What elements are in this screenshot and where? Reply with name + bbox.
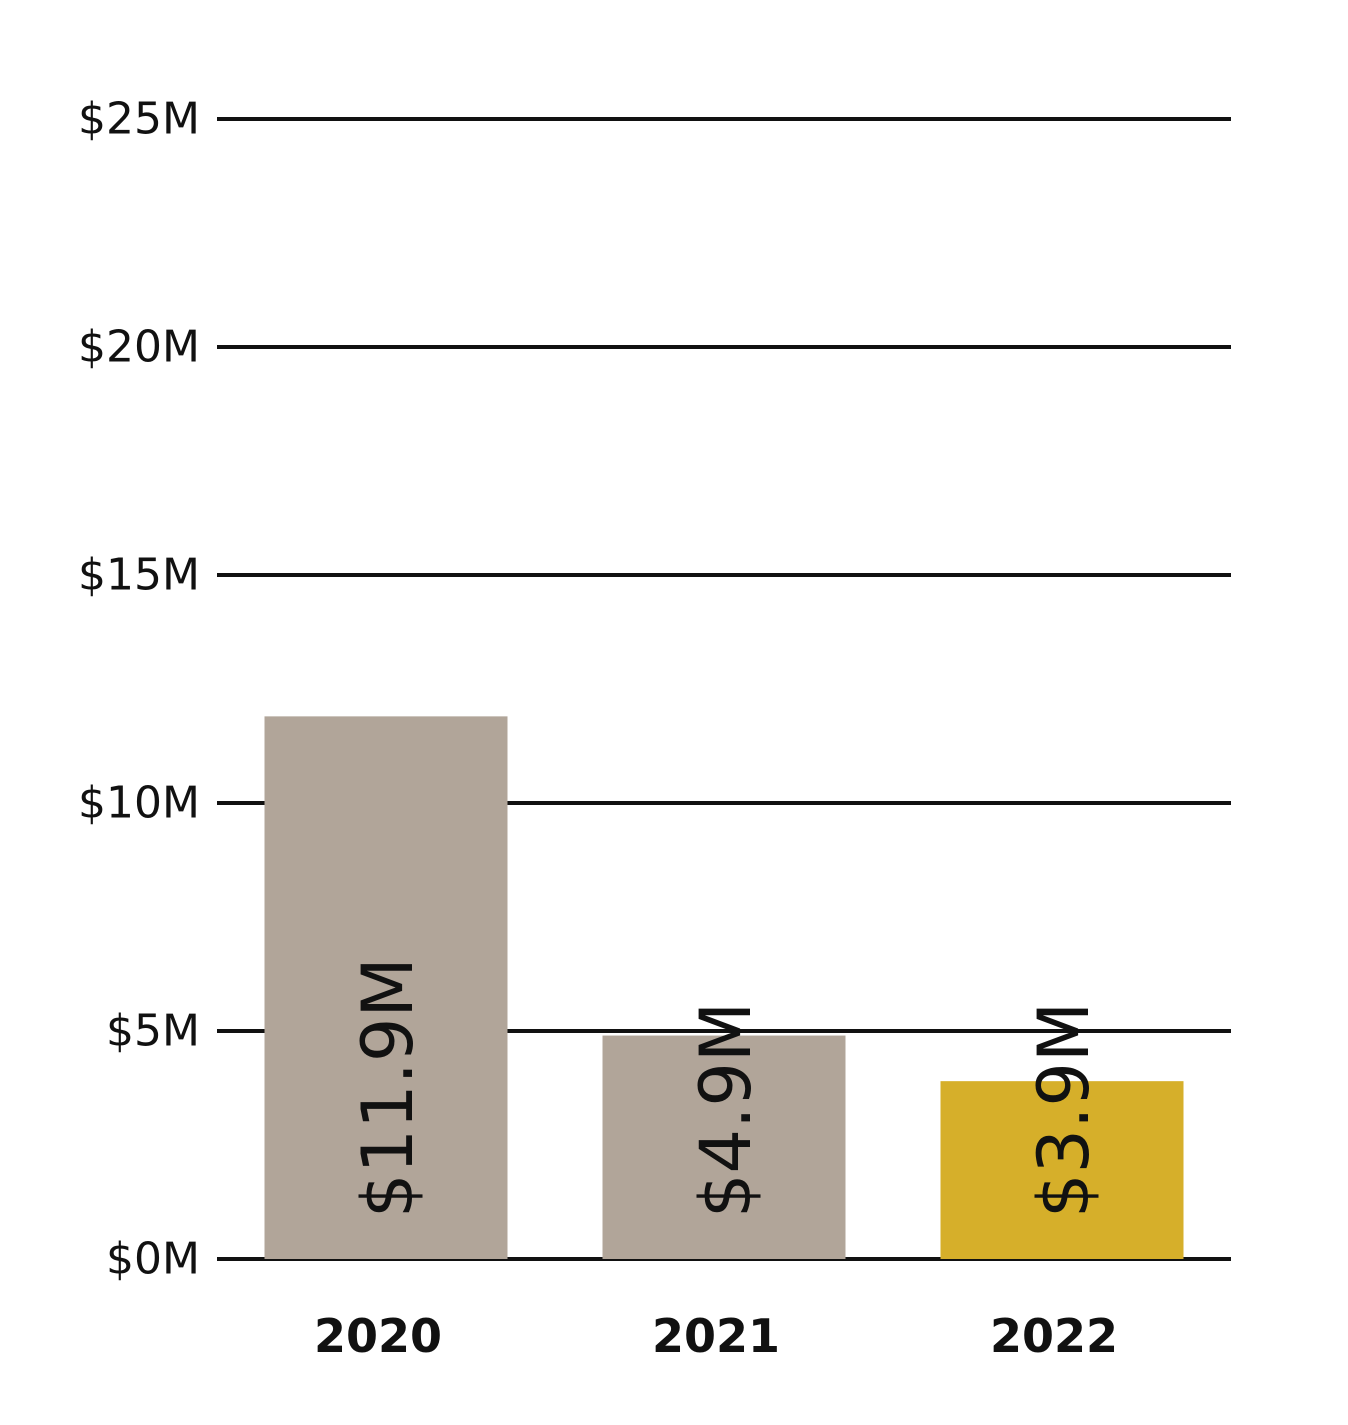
bar-2021 xyxy=(602,1035,846,1259)
data-label-2021: $4.9M xyxy=(685,1002,767,1218)
y-tick-label: $10M xyxy=(78,778,200,829)
x-tick-label: 2022 xyxy=(990,1309,1118,1363)
bar-2022 xyxy=(940,1081,1184,1259)
y-tick-label: $0M xyxy=(106,1234,200,1285)
y-tick-label: $25M xyxy=(78,94,200,145)
bar-2020 xyxy=(264,716,508,1259)
y-tick-label: $5M xyxy=(106,1006,200,1057)
data-label-2022: $3.9M xyxy=(1023,1002,1105,1218)
y-tick-label: $15M xyxy=(78,550,200,601)
y-tick-label: $20M xyxy=(78,322,200,373)
data-label-2020: $11.9M xyxy=(347,957,429,1218)
x-tick-label: 2021 xyxy=(652,1309,780,1363)
x-tick-label: 2020 xyxy=(314,1309,442,1363)
